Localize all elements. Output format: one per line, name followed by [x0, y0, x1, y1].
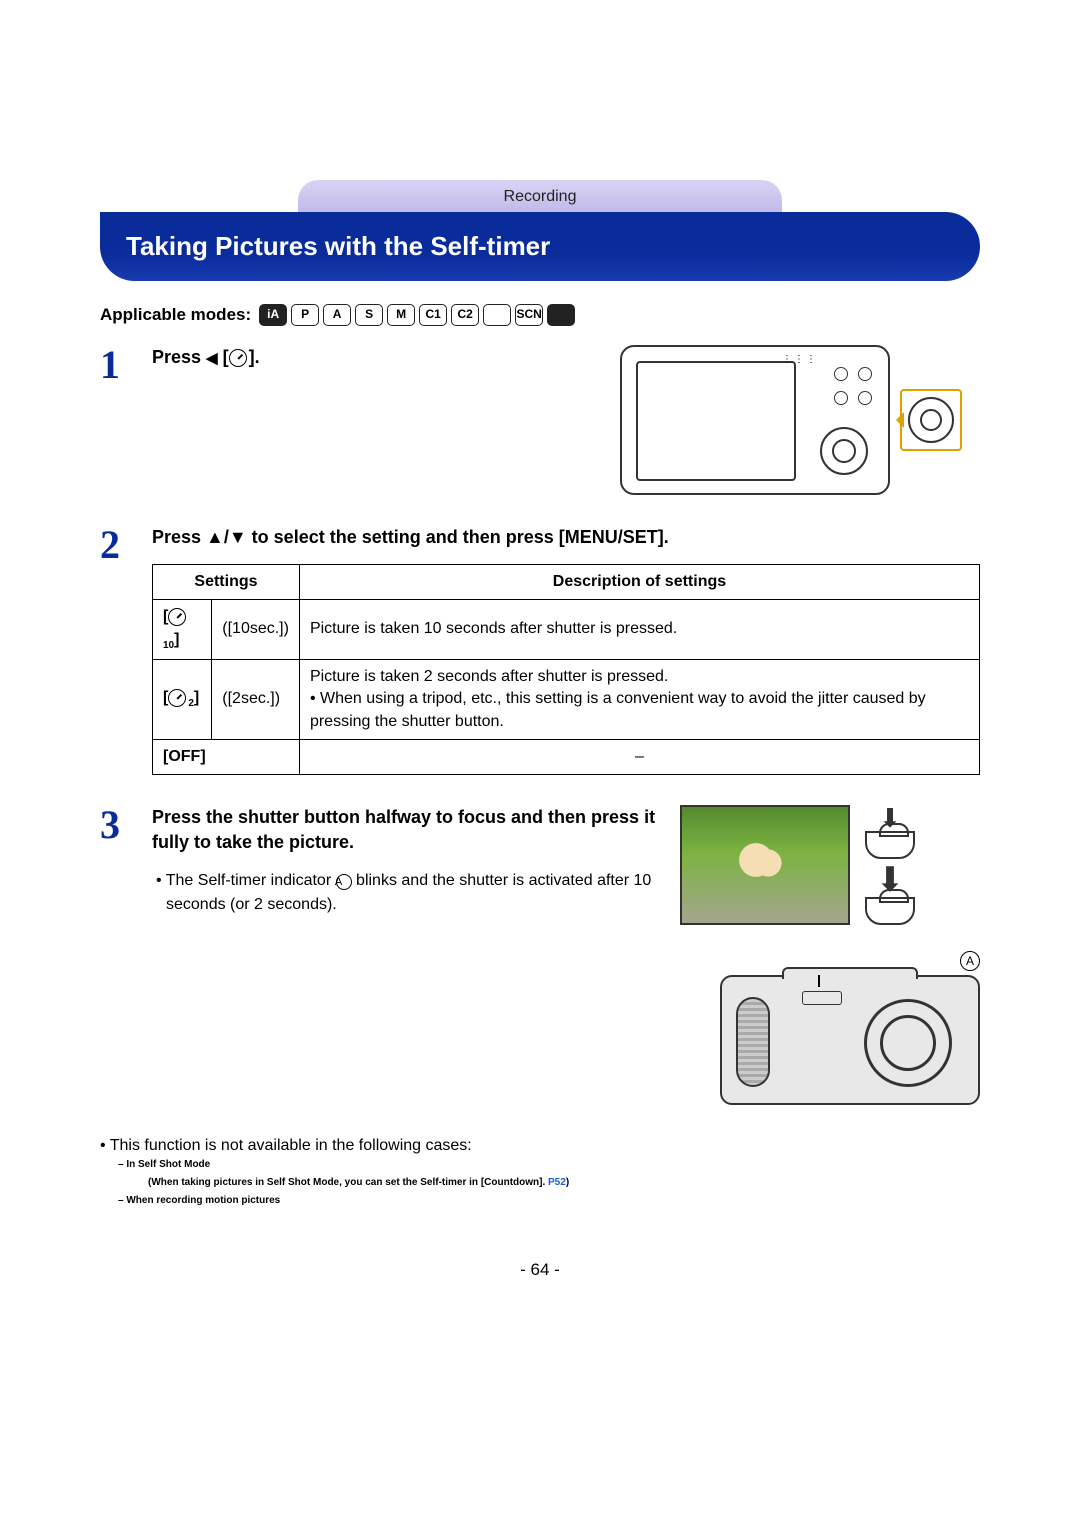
self-timer-icon: [229, 349, 247, 367]
left-arrow-icon: ◀: [206, 350, 218, 367]
mode-icon-m: M: [387, 304, 415, 326]
footnotes: • This function is not available in the …: [100, 1135, 980, 1207]
table-row: [2] ([2sec.]) Picture is taken 2 seconds…: [153, 659, 980, 739]
footnote-parenthetical: (When taking pictures in Self Shot Mode,…: [100, 1176, 980, 1190]
applicable-modes-label: Applicable modes:: [100, 303, 251, 327]
table-row: [OFF] –: [153, 739, 980, 774]
col-header-settings: Settings: [153, 564, 300, 599]
step-3-note: • The Self-timer indicator A blinks and …: [152, 870, 660, 916]
page-link-p52[interactable]: P52: [548, 1177, 566, 1188]
setting-icon-10sec: [10]: [153, 600, 212, 660]
mode-icon-creative: [547, 304, 575, 326]
mode-icon-p: P: [291, 304, 319, 326]
self-timer-icon: [168, 689, 186, 707]
shutter-half-icon: [865, 831, 915, 859]
step-1-bracket-open: [: [218, 347, 229, 367]
setting-off-label: [OFF]: [153, 739, 300, 774]
col-header-description: Description of settings: [299, 564, 979, 599]
mode-icons: iA P A S M C1 C2 SCN: [259, 304, 575, 326]
mode-icon-ia: iA: [259, 304, 287, 326]
settings-table: Settings Description of settings [10] ([…: [152, 564, 980, 776]
setting-icon-2sec: [2]: [153, 659, 212, 739]
mode-icon-scn: SCN: [515, 304, 543, 326]
setting-desc-10sec: Picture is taken 10 seconds after shutte…: [299, 600, 979, 660]
camera-lcd: [636, 361, 796, 481]
camera-top-buttons: [834, 367, 872, 381]
table-row: [10] ([10sec.]) Picture is taken 10 seco…: [153, 600, 980, 660]
camera-back-body: ⋮⋮⋮: [620, 345, 890, 495]
self-timer-led-icon: [818, 975, 820, 987]
step-2-number: 2: [100, 525, 134, 776]
setting-label-2sec: ([2sec.]): [212, 659, 300, 739]
marker-a-inline-icon: A: [336, 874, 352, 890]
mode-icon-s: S: [355, 304, 383, 326]
step-2-text: Press ▲/▼ to select the setting and then…: [152, 527, 669, 547]
table-header-row: Settings Description of settings: [153, 564, 980, 599]
step-1-text-prefix: Press: [152, 347, 206, 367]
applicable-modes-row: Applicable modes: iA P A S M C1 C2 SCN: [100, 303, 980, 327]
step-3: 3 Press the shutter button halfway to fo…: [100, 805, 980, 1105]
sample-photo: [680, 805, 850, 925]
dpad-callout: [900, 389, 962, 451]
camera-speaker-dots: ⋮⋮⋮: [782, 353, 818, 367]
step-1-number: 1: [100, 345, 134, 495]
footnote-lead: • This function is not available in the …: [100, 1135, 980, 1157]
mode-icon-panorama: [483, 304, 511, 326]
page-title: Taking Pictures with the Self-timer: [100, 212, 980, 280]
step-3-heading: Press the shutter button halfway to focu…: [152, 807, 655, 852]
page-number: - 64 -: [100, 1258, 980, 1282]
footnote-item: – In Self Shot Mode: [100, 1158, 980, 1172]
marker-a-icon: A: [960, 951, 980, 971]
setting-label-10sec: ([10sec.]): [212, 600, 300, 660]
camera-front-illustration: [720, 975, 980, 1105]
setting-desc-2sec: Picture is taken 2 seconds after shutter…: [299, 659, 979, 739]
camera-back-illustration: ⋮⋮⋮: [620, 345, 980, 495]
camera-mid-buttons: [834, 391, 872, 405]
mode-icon-c2: C2: [451, 304, 479, 326]
mode-icon-a: A: [323, 304, 351, 326]
self-timer-icon: [168, 608, 186, 626]
step-1-bracket-close: ].: [249, 347, 260, 367]
dpad-zoom-icon: [908, 397, 954, 443]
setting-off-desc: –: [299, 739, 979, 774]
step-3-number: 3: [100, 805, 134, 1105]
shutter-full-icon: [865, 897, 915, 925]
step-2: 2 Press ▲/▼ to select the setting and th…: [100, 525, 980, 776]
camera-dpad: [820, 427, 868, 475]
step-1: 1 Press ◀ []. ⋮⋮⋮: [100, 345, 980, 495]
step-3-illustration: ⬇ ⬇ A: [680, 805, 980, 1105]
footnote-item: – When recording motion pictures: [100, 1194, 980, 1208]
mode-icon-c1: C1: [419, 304, 447, 326]
